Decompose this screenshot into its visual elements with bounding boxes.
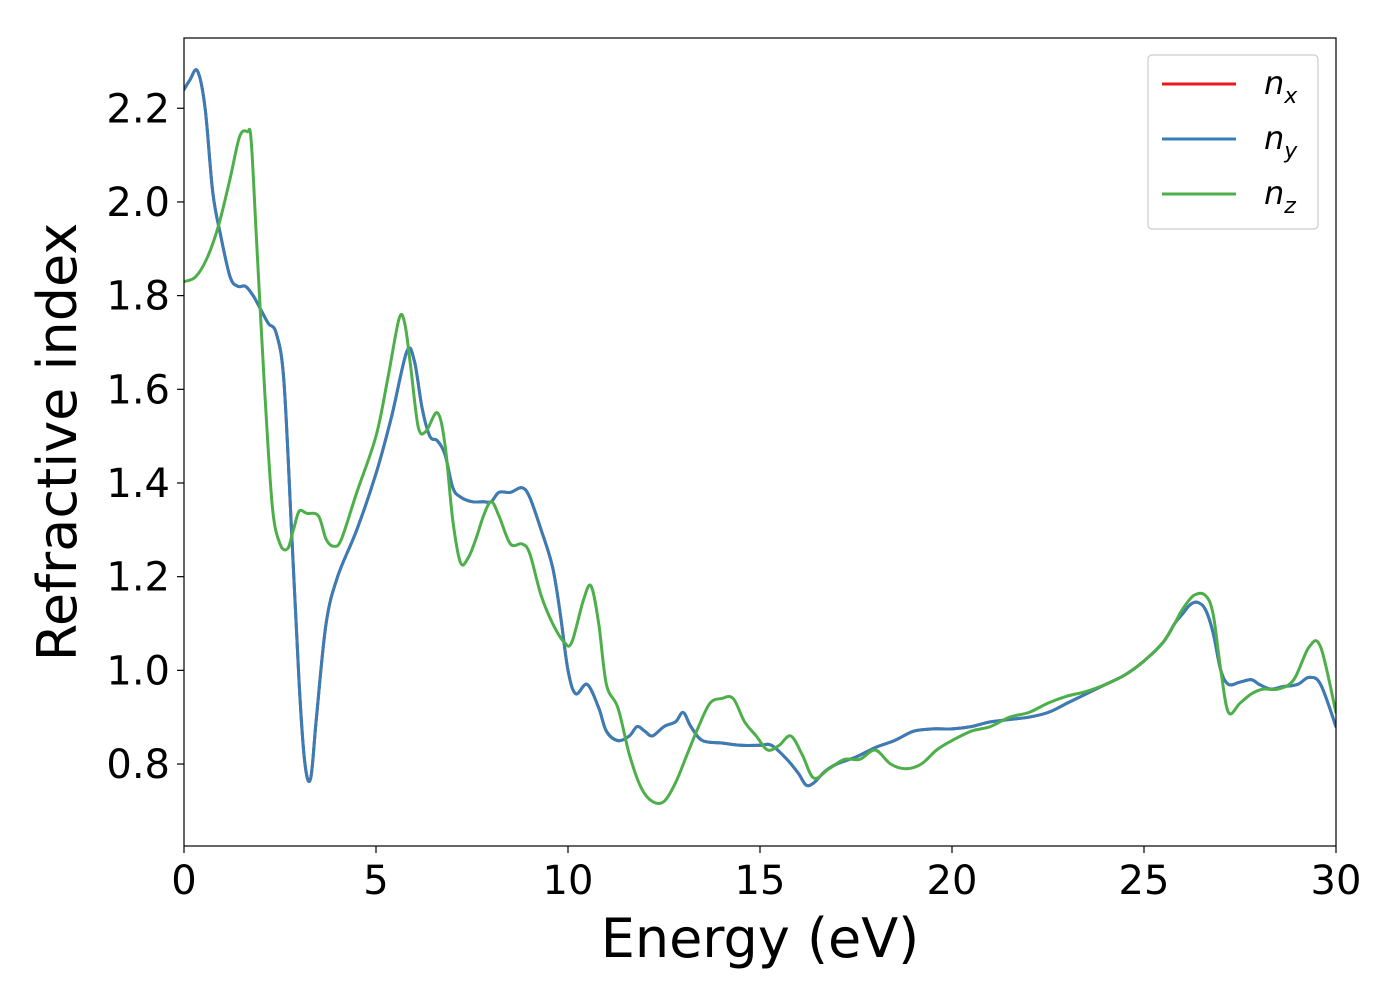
- x-axis: 0 5 10 15 20 25 30: [171, 846, 1361, 904]
- legend: nx ny nz: [1147, 54, 1319, 230]
- x-tick-label: 25: [1119, 858, 1170, 904]
- x-tick-label: 0: [171, 858, 196, 904]
- x-tick-label: 20: [927, 858, 978, 904]
- x-tick-label: 10: [543, 858, 594, 904]
- y-tick-label: 0.8: [106, 742, 170, 788]
- legend-label-x: nx: [1264, 64, 1298, 109]
- x-tick-label: 30: [1311, 858, 1362, 904]
- y-tick-label: 1.4: [106, 461, 170, 507]
- y-tick-label: 2.2: [106, 86, 170, 132]
- y-tick-label: 1.8: [106, 274, 170, 320]
- y-tick-label: 2.0: [106, 180, 170, 226]
- x-tick-label: 15: [735, 858, 786, 904]
- x-tick-label: 5: [363, 858, 388, 904]
- y-tick-label: 1.6: [106, 367, 170, 413]
- y-tick-label: 1.0: [106, 648, 170, 694]
- y-axis: 0.8 1.0 1.2 1.4 1.6 1.8 2.0 2.2: [106, 86, 184, 788]
- y-tick-label: 1.2: [106, 555, 170, 601]
- y-axis-title: Refractive index: [26, 223, 89, 662]
- legend-label-z: nz: [1264, 174, 1296, 219]
- legend-frame: [1147, 54, 1319, 230]
- legend-label-y: ny: [1264, 119, 1298, 164]
- x-axis-title: Energy (eV): [601, 907, 920, 970]
- series-line-n-z: [184, 127, 1336, 806]
- series-layer: [184, 68, 1336, 806]
